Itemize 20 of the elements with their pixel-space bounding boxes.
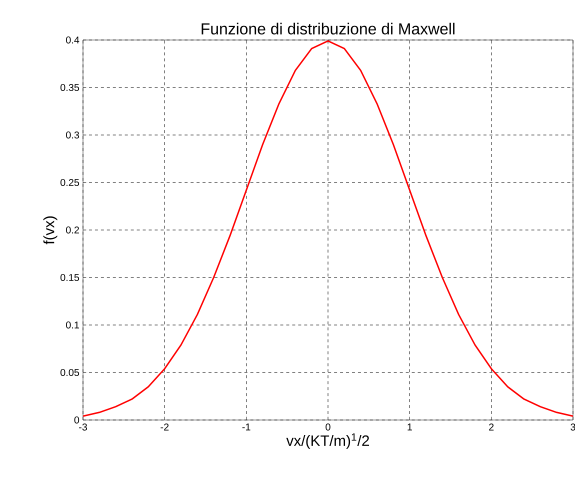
y-tick-label: 0.15 (60, 274, 80, 282)
y-tick-label: 0.3 (66, 131, 80, 139)
x-tick-label: 1 (408, 424, 412, 430)
y-tick-label: 0.25 (60, 178, 80, 186)
line-series (83, 40, 573, 417)
x-tick-label: -3 (79, 424, 87, 431)
y-axis-title: f(vx) (43, 216, 58, 244)
y-tick-label: 0.2 (66, 226, 79, 234)
x-axis-title: vx/(KT/m)$^{1}$/2 (286, 433, 370, 449)
y-tick-label: 0.1 (66, 321, 79, 329)
x-tick-label: 3 (570, 424, 575, 431)
y-tick-label: 0 (74, 416, 80, 424)
chart-title: Funzione di distribuzione di Maxwell (202, 22, 454, 34)
y-tick-label: 0.4 (66, 36, 80, 44)
x-tick-label: 0 (326, 424, 330, 431)
x-tick-label: 2 (489, 424, 494, 430)
x-tick-label: -1 (242, 424, 250, 430)
y-tick-label: 0.35 (60, 84, 80, 92)
y-tick-label: 0.05 (60, 368, 80, 376)
x-tick-label: -2 (160, 424, 169, 430)
